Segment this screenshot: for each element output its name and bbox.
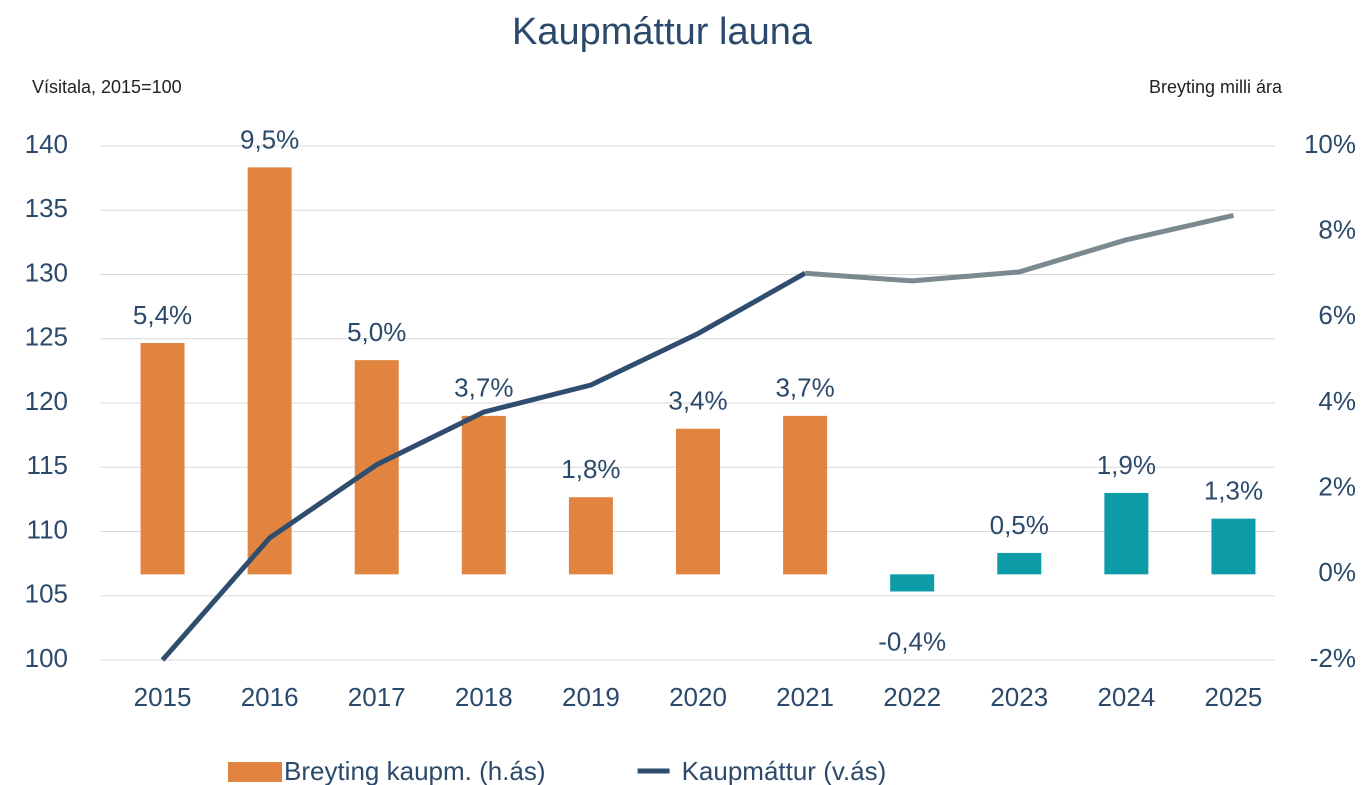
y2-tick-label: -2% xyxy=(1310,643,1356,673)
y-tick-label: 125 xyxy=(25,322,68,352)
bar xyxy=(783,415,828,575)
chart-title: Kaupmáttur launa xyxy=(512,11,813,53)
y-tick-label: 120 xyxy=(25,386,68,416)
data-label: 5,0% xyxy=(347,317,406,347)
line xyxy=(804,212,1235,284)
bar xyxy=(890,574,935,592)
line xyxy=(160,271,807,662)
bar xyxy=(997,552,1042,575)
x-tick-label: 2022 xyxy=(883,682,941,712)
y-tick-label: 115 xyxy=(27,450,68,480)
data-label: 3,4% xyxy=(668,386,727,416)
data-label: 3,7% xyxy=(454,373,513,403)
x-tick-label: 2016 xyxy=(241,682,299,712)
y2-tick-label: 6% xyxy=(1318,300,1356,330)
y2-tick-label: 10% xyxy=(1304,129,1356,159)
y-tick-label: 110 xyxy=(27,514,68,544)
y2-tick-label: 4% xyxy=(1318,386,1356,416)
bar xyxy=(568,497,613,575)
bar xyxy=(461,415,506,575)
x-tick-label: 2023 xyxy=(990,682,1048,712)
y-axis-label: Vísitala, 2015=100 xyxy=(32,77,182,97)
x-tick-label: 2020 xyxy=(669,682,727,712)
y-tick-label: 105 xyxy=(25,579,68,609)
y2-tick-label: 0% xyxy=(1318,557,1356,587)
x-tick-label: 2025 xyxy=(1205,682,1263,712)
bar xyxy=(247,167,292,575)
y2-axis-label: Breyting milli ára xyxy=(1149,77,1283,97)
bar xyxy=(1104,492,1149,575)
bar xyxy=(140,343,185,575)
y2-tick-label: 8% xyxy=(1318,215,1356,245)
data-label: 3,7% xyxy=(775,373,834,403)
x-tick-label: 2019 xyxy=(562,682,620,712)
bar xyxy=(1211,518,1256,575)
bar xyxy=(676,428,720,575)
y-tick-label: 100 xyxy=(25,643,68,673)
y-tick-label: 130 xyxy=(25,257,68,287)
x-tick-label: 2024 xyxy=(1097,682,1155,712)
legend-label: Kaupmáttur (v.ás) xyxy=(682,756,887,785)
data-label: 0,5% xyxy=(990,510,1049,540)
data-label: 1,9% xyxy=(1097,450,1156,480)
legend-label: Breyting kaupm. (h.ás) xyxy=(284,756,546,785)
x-tick-label: 2021 xyxy=(776,682,834,712)
x-tick-label: 2018 xyxy=(455,682,513,712)
data-label: 1,3% xyxy=(1204,476,1263,506)
data-label: 1,8% xyxy=(561,454,620,484)
x-tick-label: 2017 xyxy=(348,682,406,712)
data-label: 9,5% xyxy=(240,124,299,154)
legend-swatch xyxy=(228,762,282,782)
data-label: 5,4% xyxy=(133,300,192,330)
y2-tick-label: 2% xyxy=(1318,472,1356,502)
y-tick-label: 140 xyxy=(25,129,68,159)
x-tick-label: 2015 xyxy=(134,682,192,712)
data-label: -0,4% xyxy=(878,626,946,656)
y-tick-label: 135 xyxy=(25,193,68,223)
